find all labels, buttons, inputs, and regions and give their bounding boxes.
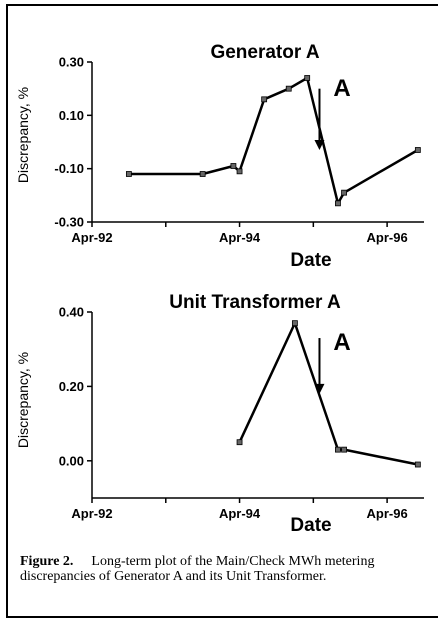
chart1-data-point (341, 189, 347, 196)
chart2-x-tick-label: Apr-96 (367, 506, 408, 521)
chart2-y-tick-label: 0.40 (59, 305, 84, 320)
chart2-data-point (414, 461, 421, 468)
chart2-title: Unit Transformer A (169, 292, 341, 313)
chart1-x-tick-label: Apr-92 (71, 230, 112, 245)
chart1-title: Generator A (210, 42, 319, 63)
chart1-data-point (335, 200, 341, 207)
chart2-series-line (238, 321, 419, 466)
chart1-data-point (230, 163, 237, 169)
chart2-annotation-arrow-head (314, 383, 325, 394)
chart1-annotation-arrow-head (314, 140, 325, 150)
chart2-data-point (236, 439, 243, 446)
chart1-x-tick-label: Apr-94 (219, 230, 261, 245)
chart2-x-tick-label: Apr-92 (71, 506, 112, 521)
caption-text: Long-term plot of the Main/Check MWh met… (20, 554, 375, 584)
chart1-data-point (236, 168, 243, 175)
chart1-data-point (261, 96, 268, 103)
chart1-data-point (304, 75, 311, 81)
chart1-y-tick-label: 0.10 (59, 108, 84, 123)
chart2-data-point (335, 446, 341, 453)
figure-caption: Figure 2. Long-term plot of the Main/Chec… (20, 554, 430, 584)
caption-label: Figure 2. (20, 554, 74, 569)
chart1-annotation-label: A (333, 75, 350, 102)
chart2-y-tick-label: 0.20 (59, 379, 84, 394)
chart2-ylabel: Discrepancy, % (15, 352, 31, 448)
chart2-data-point (291, 320, 298, 327)
chart1-xlabel: Date (290, 250, 331, 271)
chart2-annotation-label: A (333, 329, 350, 356)
chart2-data-point (341, 446, 347, 453)
chart1-data-point (285, 85, 292, 92)
chart1-data-point (414, 147, 421, 153)
chart1-x-tick-label: Apr-96 (367, 230, 408, 245)
chart1-y-tick-label: -0.10 (54, 161, 84, 176)
chart1-series-line (128, 76, 419, 205)
chart1-ylabel: Discrepancy, % (15, 87, 31, 183)
chart1-y-tick-label: 0.30 (59, 55, 84, 70)
chart2-y-tick-label: 0.00 (59, 453, 84, 468)
chart1-data-point (199, 171, 206, 177)
chart2-x-tick-label: Apr-94 (219, 506, 261, 521)
chart2-xlabel: Date (290, 515, 331, 536)
chart1-data-point (125, 171, 132, 177)
figure-frame (6, 4, 438, 618)
chart1-y-tick-label: -0.30 (54, 215, 84, 230)
